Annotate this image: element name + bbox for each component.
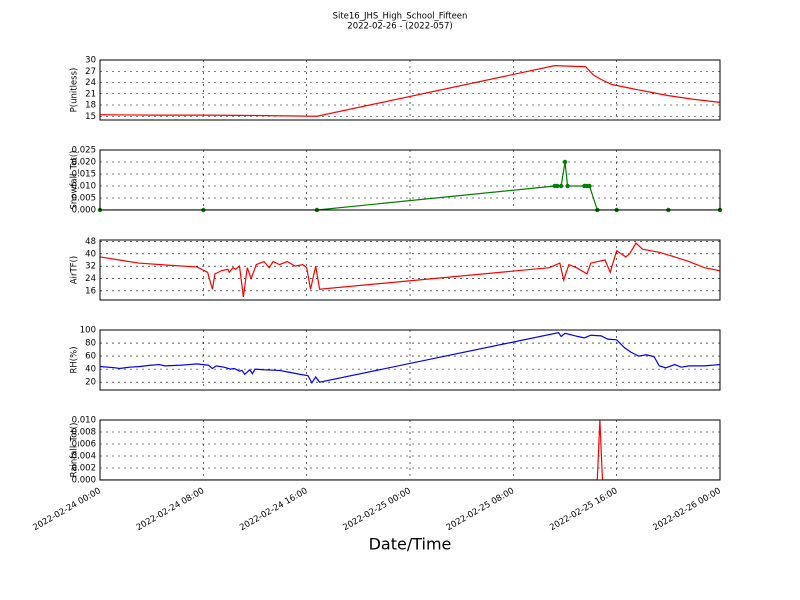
data-point (587, 183, 592, 189)
plot-frame (99, 59, 721, 121)
y-tick-label: 0.020 (72, 158, 96, 168)
y-tick-label: 0.000 (72, 206, 96, 216)
data-point (558, 183, 564, 189)
x-tick-label: 2022-02-26 00:00 (651, 486, 722, 533)
y-tick-label: 24 (85, 274, 96, 284)
y-tick-label: 100 (80, 326, 96, 336)
y-axis-label: RH(%) (70, 346, 80, 373)
x-tick-label: 2022-02-24 16:00 (238, 486, 309, 533)
y-tick-label: 0.006 (72, 440, 96, 450)
y-axis-label: P(unitless) (70, 68, 80, 113)
plot-frame (99, 419, 721, 481)
x-tick-label: 2022-02-24 00:00 (31, 486, 102, 533)
y-tick-label: 0.004 (72, 452, 96, 462)
y-tick-label: 60 (85, 352, 96, 362)
y-tick-label: 80 (85, 339, 96, 349)
x-tick-label: 2022-02-25 00:00 (341, 486, 412, 533)
y-tick-label: 48 (85, 237, 96, 247)
y-axis-label: Snowfall_Tot() (70, 150, 80, 209)
chart-title: Site16_JHS_High_School_Fifteen (333, 12, 468, 22)
y-tick-label: 0.015 (72, 170, 96, 180)
y-tick-label: 16 (85, 286, 96, 296)
data-point (555, 183, 560, 189)
y-tick-label: 0.008 (72, 428, 96, 438)
data-line (100, 65, 720, 117)
y-tick-label: 40 (85, 249, 96, 259)
x-axis-label: Date/Time (369, 535, 452, 554)
y-tick-label: 32 (85, 262, 96, 272)
y-axis-label: Rainfall_Tot() (70, 423, 80, 478)
y-tick-label: 21 (85, 89, 96, 99)
data-line (100, 331, 720, 384)
x-tick-label: 2022-02-24 08:00 (135, 486, 206, 533)
y-tick-label: 20 (85, 378, 96, 388)
y-tick-label: 0.010 (72, 416, 96, 426)
y-tick-label: 0.005 (72, 194, 96, 204)
plot-frame (99, 329, 721, 391)
y-axis-label: AirTF() (70, 256, 80, 284)
data-point (565, 183, 570, 189)
data-point (562, 159, 568, 165)
chart-subtitle: 2022-02-26 - (2022-057) (347, 22, 452, 32)
y-tick-label: 15 (85, 112, 96, 122)
y-tick-label: 18 (85, 101, 96, 111)
plot-frame (99, 149, 721, 211)
y-tick-label: 0.010 (72, 182, 96, 192)
data-line (100, 242, 720, 297)
x-tick-label: 2022-02-25 16:00 (548, 486, 619, 533)
y-tick-label: 0.002 (72, 464, 96, 474)
y-tick-label: 0.000 (72, 476, 96, 486)
y-tick-label: 40 (85, 365, 96, 375)
y-tick-label: 30 (85, 56, 96, 66)
y-tick-label: 27 (85, 67, 96, 77)
x-tick-label: 2022-02-25 08:00 (445, 486, 516, 533)
y-tick-label: 0.025 (72, 146, 96, 156)
plot-frame (99, 239, 721, 301)
y-tick-label: 24 (85, 78, 96, 88)
